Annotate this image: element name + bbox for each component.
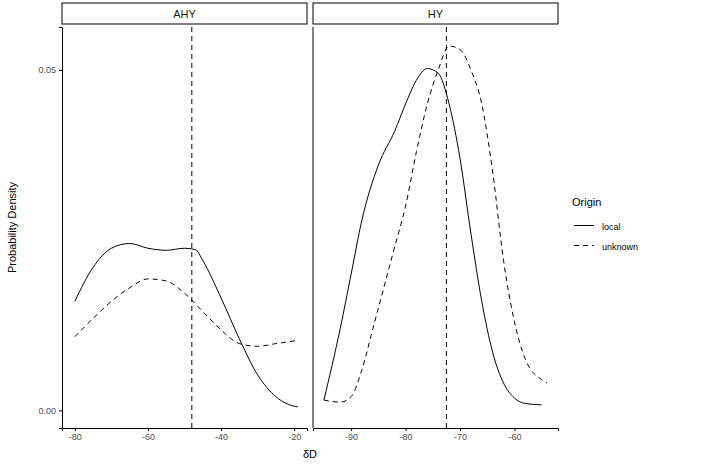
tick-label: -40 xyxy=(215,432,228,442)
legend: Origin local unknown xyxy=(572,196,638,252)
tick-mark xyxy=(514,428,515,431)
tick: -80 xyxy=(69,428,82,442)
strip xyxy=(62,3,307,24)
tick-label: -20 xyxy=(288,432,301,442)
plot-area xyxy=(324,27,547,428)
tick-mark xyxy=(75,428,76,431)
axis-line xyxy=(63,429,308,432)
axis-line xyxy=(314,429,559,432)
x-axis-title: δD xyxy=(303,448,317,460)
tick: -90 xyxy=(345,428,358,442)
legend-swatch xyxy=(574,225,594,226)
axis-line xyxy=(59,28,63,429)
tick-label: -60 xyxy=(142,432,155,442)
legend-title: Origin xyxy=(572,196,601,208)
panel: AHY -80 -60 -40 -20 0.00 0.05 xyxy=(38,3,307,442)
tick-mark xyxy=(221,428,222,431)
tick-mark xyxy=(460,428,461,431)
reference-line xyxy=(446,27,447,428)
legend-label: unknown xyxy=(602,242,638,252)
tick-label: -70 xyxy=(454,432,467,442)
panel: HY -90 -80 -70 -60 xyxy=(313,3,559,442)
panel-title: AHY xyxy=(173,8,196,20)
tick-label: 0.00 xyxy=(38,406,56,416)
x-axis: -80 -60 -40 -20 xyxy=(63,428,308,442)
tick-label: -80 xyxy=(400,432,413,442)
legend-swatch xyxy=(574,245,594,246)
tick: -20 xyxy=(288,428,301,442)
chart: AHY -80 -60 -40 -20 0.00 0.05 HY -90 -80 -70 -60 δD P… xyxy=(0,0,709,467)
density-line xyxy=(324,46,547,402)
y-axis-title: Probability Density xyxy=(6,181,18,273)
tick-label: -90 xyxy=(345,432,358,442)
tick: -70 xyxy=(454,428,467,442)
tick-mark xyxy=(59,410,62,411)
tick-label: 0.05 xyxy=(38,65,56,75)
axis-line xyxy=(313,27,314,428)
density-line xyxy=(324,69,542,405)
tick-mark xyxy=(351,428,352,431)
legend-label: local xyxy=(602,222,621,232)
x-axis: -90 -80 -70 -60 xyxy=(314,428,559,442)
tick: -60 xyxy=(508,428,521,442)
tick-mark xyxy=(148,428,149,431)
tick-mark xyxy=(406,428,407,431)
reference-line xyxy=(191,27,192,428)
strip xyxy=(313,3,558,24)
tick-mark xyxy=(294,428,295,431)
density-line xyxy=(75,279,298,346)
tick-mark xyxy=(59,70,62,71)
tick: -40 xyxy=(215,428,228,442)
tick: 0.05 xyxy=(38,65,62,75)
y-axis: 0.00 0.05 xyxy=(38,28,62,429)
tick: -80 xyxy=(400,428,413,442)
tick: -60 xyxy=(142,428,155,442)
tick-label: -80 xyxy=(69,432,82,442)
plot-area xyxy=(75,27,298,428)
density-line xyxy=(75,243,298,406)
tick-label: -60 xyxy=(508,432,521,442)
panel-title: HY xyxy=(428,8,444,20)
tick: 0.00 xyxy=(38,406,62,416)
